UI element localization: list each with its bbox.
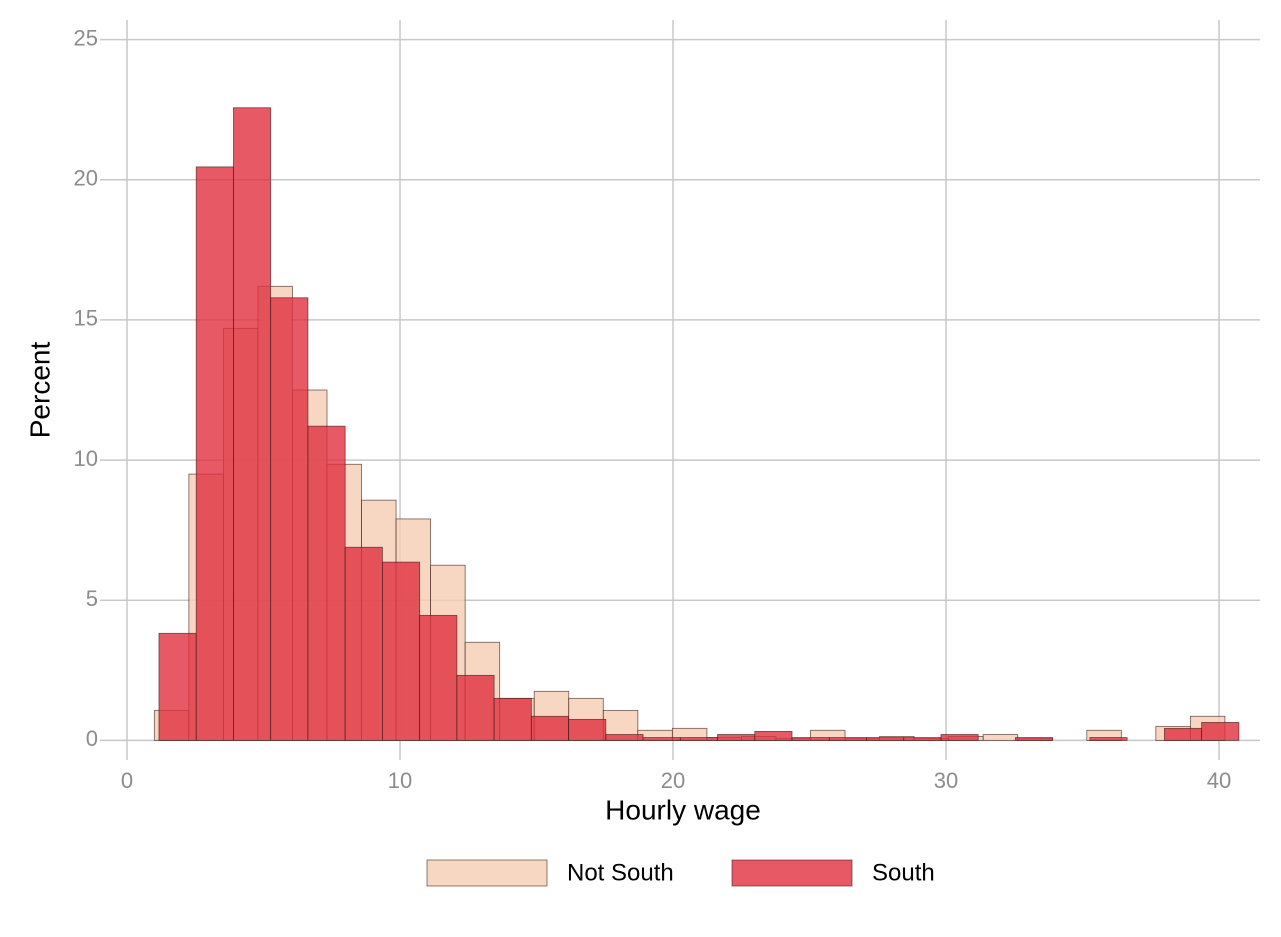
legend-key	[731, 859, 853, 887]
histogram-bar	[1089, 737, 1128, 741]
x-axis-title: Hourly wage	[605, 794, 761, 825]
histogram-bar	[791, 737, 830, 741]
y-tick-label: 20	[74, 166, 98, 191]
histogram-bar	[717, 734, 756, 741]
histogram-bar	[568, 718, 607, 741]
histogram-bar	[940, 734, 979, 741]
histogram-bar	[530, 715, 569, 741]
x-tick-label: 20	[661, 768, 685, 793]
histogram-bar	[158, 632, 197, 741]
histogram-bar	[456, 674, 495, 741]
histogram-bar	[419, 614, 458, 741]
x-tick-label: 40	[1207, 768, 1231, 793]
histogram-bar	[866, 737, 905, 741]
histogram-bar	[270, 297, 309, 741]
histogram-bar	[493, 697, 532, 741]
histogram-bar	[1201, 722, 1240, 741]
histogram-bar	[1163, 727, 1203, 741]
y-tick-label: 5	[86, 586, 98, 611]
histogram-bar	[344, 546, 383, 741]
legend-label: Not South	[567, 859, 674, 886]
x-tick-label: 30	[934, 768, 958, 793]
x-tick-label: 10	[388, 768, 412, 793]
y-tick-label: 25	[74, 25, 98, 50]
y-axis-title: Percent	[24, 342, 55, 439]
y-tick-label: 0	[86, 726, 98, 751]
histogram-bar	[903, 737, 942, 741]
x-tick-label: 0	[121, 768, 133, 793]
histogram-bar	[982, 734, 1019, 741]
histogram-bar	[307, 425, 346, 741]
histogram-bar	[828, 737, 867, 741]
histogram-bar	[381, 561, 421, 741]
histogram-bar	[754, 731, 793, 741]
histogram-bar	[1015, 737, 1054, 741]
histogram-bar	[605, 734, 644, 741]
histogram-bar	[195, 166, 234, 741]
y-tick-label: 10	[74, 446, 98, 471]
y-tick-label: 15	[74, 306, 98, 331]
histogram-bar	[233, 107, 272, 741]
histogram-bar	[679, 737, 718, 741]
histogram-bar	[642, 737, 681, 741]
legend-label: South	[872, 859, 935, 886]
legend-key	[426, 859, 548, 887]
